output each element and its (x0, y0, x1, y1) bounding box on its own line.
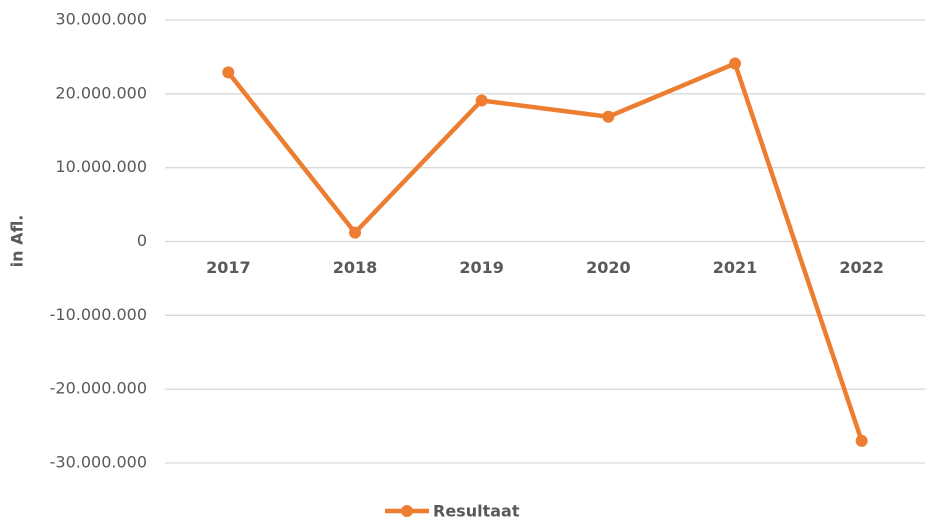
legend-marker (401, 505, 413, 517)
data-point (855, 434, 868, 447)
y-tick-label: -20.000.000 (50, 379, 147, 398)
data-point (349, 226, 361, 239)
y-axis-label: in Afl. (8, 215, 27, 268)
series-line (226, 61, 864, 442)
data-point (602, 110, 615, 123)
y-tick-label: 10.000.000 (55, 157, 147, 176)
data-point (222, 66, 235, 79)
x-tick-label: 2021 (713, 258, 758, 277)
legend-label: Resultaat (433, 502, 520, 521)
x-tick-label: 2022 (839, 258, 884, 277)
x-tick-label: 2020 (586, 258, 631, 277)
y-tick-label: 0 (137, 231, 147, 250)
data-point (729, 57, 741, 70)
y-tick-label: -30.000.000 (50, 453, 147, 472)
y-tick-label: 30.000.000 (55, 10, 147, 29)
y-tick-label: 20.000.000 (55, 83, 147, 102)
x-tick-label: 2017 (206, 258, 251, 277)
y-tick-label: -10.000.000 (50, 305, 147, 324)
x-tick-label: 2019 (459, 258, 504, 277)
data-point (475, 94, 488, 107)
x-tick-label: 2018 (333, 258, 378, 277)
